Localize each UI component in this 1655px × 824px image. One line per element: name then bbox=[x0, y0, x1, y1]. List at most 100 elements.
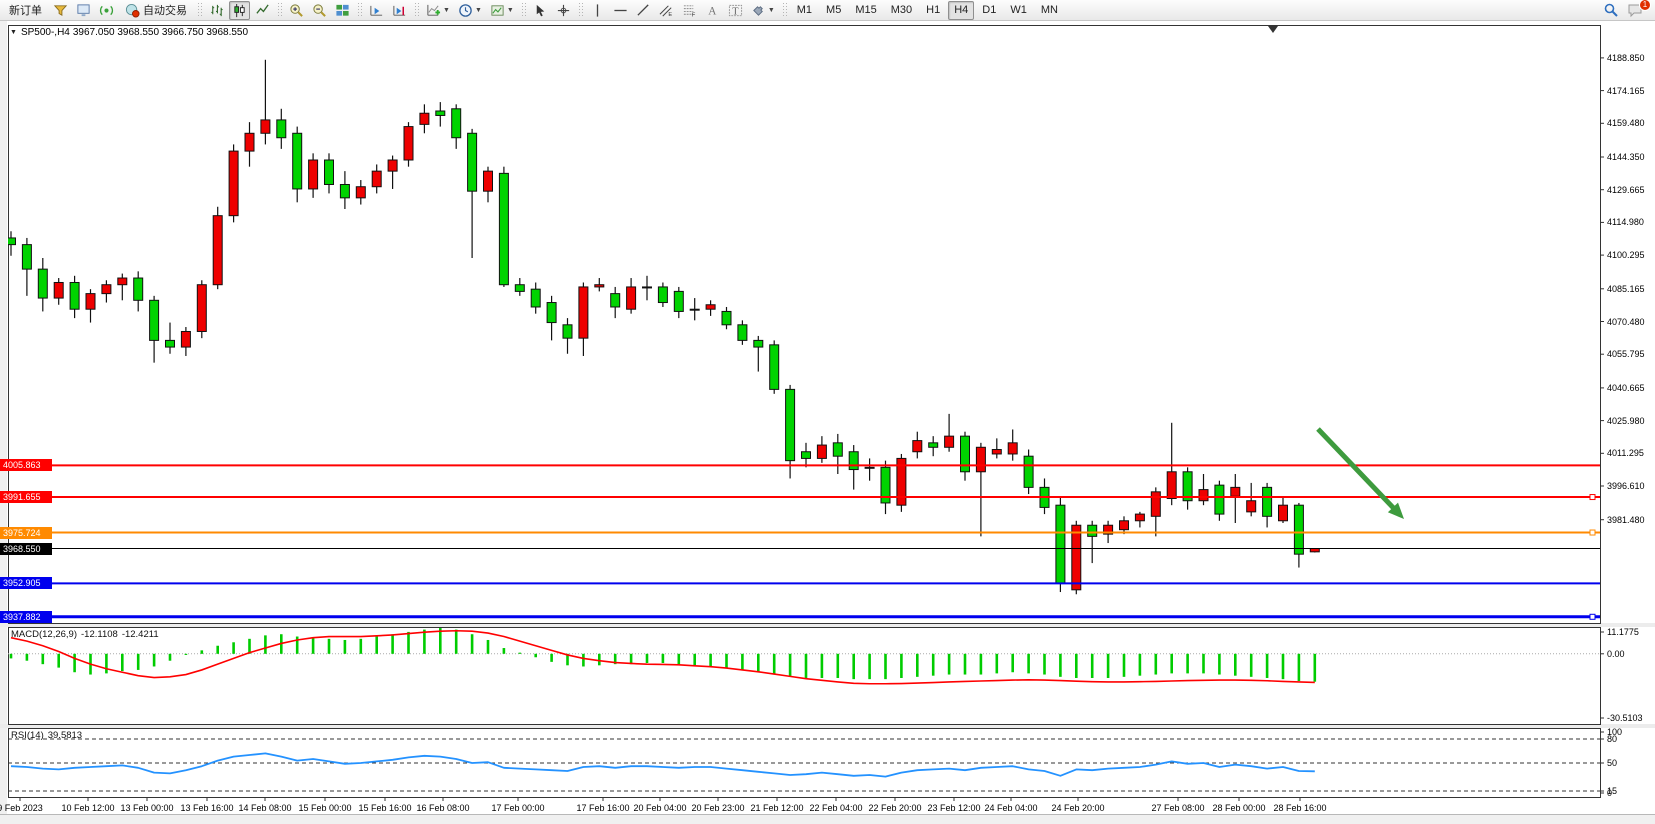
dropdown-arrow-icon: ▼ bbox=[474, 6, 482, 14]
toolbar-grip[interactable] bbox=[414, 2, 419, 18]
text-tool-button[interactable]: A bbox=[702, 1, 723, 20]
zoom-in-icon bbox=[290, 3, 303, 17]
bullish-candle bbox=[419, 112, 430, 125]
search-button[interactable] bbox=[1600, 1, 1622, 20]
bullish-candle bbox=[85, 293, 96, 310]
chart-profiles-icon[interactable] bbox=[50, 1, 71, 20]
signals-button[interactable] bbox=[96, 1, 117, 20]
tile-windows-button[interactable] bbox=[332, 1, 353, 20]
arrows-menu-button[interactable]: ▼ bbox=[748, 1, 778, 20]
bullish-candle bbox=[196, 284, 207, 332]
macd-main-value: -12.1108 bbox=[81, 629, 118, 640]
notifications-button[interactable]: 1 bbox=[1624, 0, 1651, 20]
bearish-candle bbox=[435, 110, 446, 116]
timeframe-m30-button[interactable]: M30 bbox=[885, 1, 918, 20]
rsi-header: RSI(14) 39.5813 bbox=[11, 730, 86, 741]
timeframe-h1-button[interactable]: H1 bbox=[920, 1, 946, 20]
timeframe-d1-button[interactable]: D1 bbox=[976, 1, 1002, 20]
bearish-candle bbox=[467, 132, 478, 192]
bullish-candle bbox=[260, 119, 271, 134]
new-order-button[interactable]: 新订单 bbox=[3, 1, 48, 20]
cursor-tool-button[interactable] bbox=[530, 1, 551, 20]
horizontal-line-tool-button[interactable] bbox=[610, 1, 631, 20]
zoom-out-button[interactable] bbox=[309, 1, 330, 20]
chart-shift-marker[interactable] bbox=[1268, 26, 1278, 33]
chart-symbol-period: SP500-,H4 bbox=[20, 27, 70, 38]
line-handle[interactable] bbox=[1589, 613, 1596, 620]
symbol-dropdown-arrow-icon[interactable]: ▼ bbox=[10, 29, 17, 36]
timeframe-h4-button[interactable]: H4 bbox=[948, 0, 975, 20]
line-handle[interactable] bbox=[1589, 529, 1596, 536]
bullish-candle bbox=[1246, 500, 1257, 513]
bearish-candle bbox=[769, 344, 780, 390]
bearish-candle bbox=[451, 108, 462, 139]
toolbar-grip[interactable] bbox=[277, 2, 282, 18]
bullish-candle bbox=[578, 286, 589, 339]
candlestick-mode-button[interactable] bbox=[229, 0, 250, 20]
text-label-tool-button[interactable]: T bbox=[725, 1, 746, 20]
bearish-candle bbox=[276, 119, 287, 139]
bearish-candle bbox=[514, 284, 525, 292]
toolbar-grip[interactable] bbox=[197, 2, 202, 18]
line-chart-icon bbox=[256, 3, 269, 14]
indicators-menu-button[interactable]: ▼ bbox=[423, 1, 453, 20]
template-icon bbox=[491, 4, 504, 16]
auto-trading-button[interactable]: 自动交易 bbox=[119, 1, 193, 20]
bar-chart-mode-button[interactable] bbox=[206, 1, 227, 20]
panel-splitter[interactable] bbox=[0, 623, 1655, 627]
toolbar: 新订单 自动交易 bbox=[0, 0, 1655, 21]
timeframe-m5-button[interactable]: M5 bbox=[820, 1, 847, 20]
bullish-candle bbox=[355, 186, 366, 199]
timeframe-m15-button[interactable]: M15 bbox=[849, 1, 882, 20]
bullish-candle bbox=[101, 284, 112, 295]
bearish-candle bbox=[1182, 471, 1193, 502]
bearish-candle bbox=[657, 286, 668, 304]
market-watch-button[interactable] bbox=[73, 1, 94, 20]
equidistant-channel-tool-button[interactable]: E bbox=[656, 1, 677, 20]
bullish-candle bbox=[244, 132, 255, 152]
bullish-candle bbox=[117, 277, 128, 286]
channel-icon: E bbox=[659, 4, 672, 18]
doji-candle bbox=[864, 466, 875, 469]
auto-scroll-button[interactable] bbox=[366, 1, 387, 20]
trend-arrow-annotation[interactable] bbox=[1316, 427, 1404, 519]
svg-text:A: A bbox=[708, 5, 717, 17]
trendline-icon bbox=[637, 3, 649, 16]
bullish-candle bbox=[991, 449, 1002, 455]
notification-count-badge: 1 bbox=[1639, 0, 1651, 11]
toolbar-grip[interactable] bbox=[357, 2, 362, 18]
chart-shift-button[interactable] bbox=[389, 1, 410, 20]
bullish-candle bbox=[387, 159, 398, 172]
bullish-candle bbox=[53, 281, 64, 299]
toolbar-grip[interactable] bbox=[520, 2, 526, 18]
templates-menu-button[interactable]: ▼ bbox=[487, 1, 517, 20]
toolbar-grip[interactable] bbox=[781, 2, 787, 18]
trendline-tool-button[interactable] bbox=[633, 1, 654, 20]
line-handle[interactable] bbox=[1589, 494, 1596, 501]
periods-menu-button[interactable]: ▼ bbox=[455, 1, 485, 20]
bullish-candle bbox=[1071, 524, 1082, 591]
fibonacci-tool-button[interactable]: F bbox=[679, 1, 700, 20]
timeframe-m1-button[interactable]: M1 bbox=[791, 1, 818, 20]
horizontal-line-icon bbox=[614, 9, 627, 11]
text-label-icon: T bbox=[728, 4, 742, 17]
line-handle[interactable] bbox=[11, 613, 18, 620]
vertical-line-tool-button[interactable] bbox=[587, 1, 608, 20]
candlestick-series[interactable] bbox=[7, 59, 1320, 595]
timeframe-mn-button[interactable]: MN bbox=[1035, 1, 1064, 20]
bearish-candle bbox=[562, 324, 573, 339]
timeframe-w1-button[interactable]: W1 bbox=[1004, 1, 1033, 20]
bearish-candle bbox=[1087, 524, 1098, 537]
toolbar-grip[interactable] bbox=[577, 2, 583, 18]
bearish-candle bbox=[546, 302, 557, 324]
arrows-shapes-icon bbox=[752, 5, 763, 16]
zoom-in-button[interactable] bbox=[286, 1, 307, 20]
bearish-candle bbox=[801, 451, 811, 459]
chart-canvas[interactable] bbox=[0, 21, 1655, 824]
line-chart-mode-button[interactable] bbox=[252, 1, 273, 20]
crosshair-tool-button[interactable] bbox=[553, 1, 574, 20]
bullish-candle bbox=[1278, 504, 1288, 522]
panel-splitter[interactable] bbox=[0, 724, 1655, 728]
auto-trading-label: 自动交易 bbox=[143, 5, 187, 17]
horizontal-lines bbox=[8, 464, 1600, 620]
